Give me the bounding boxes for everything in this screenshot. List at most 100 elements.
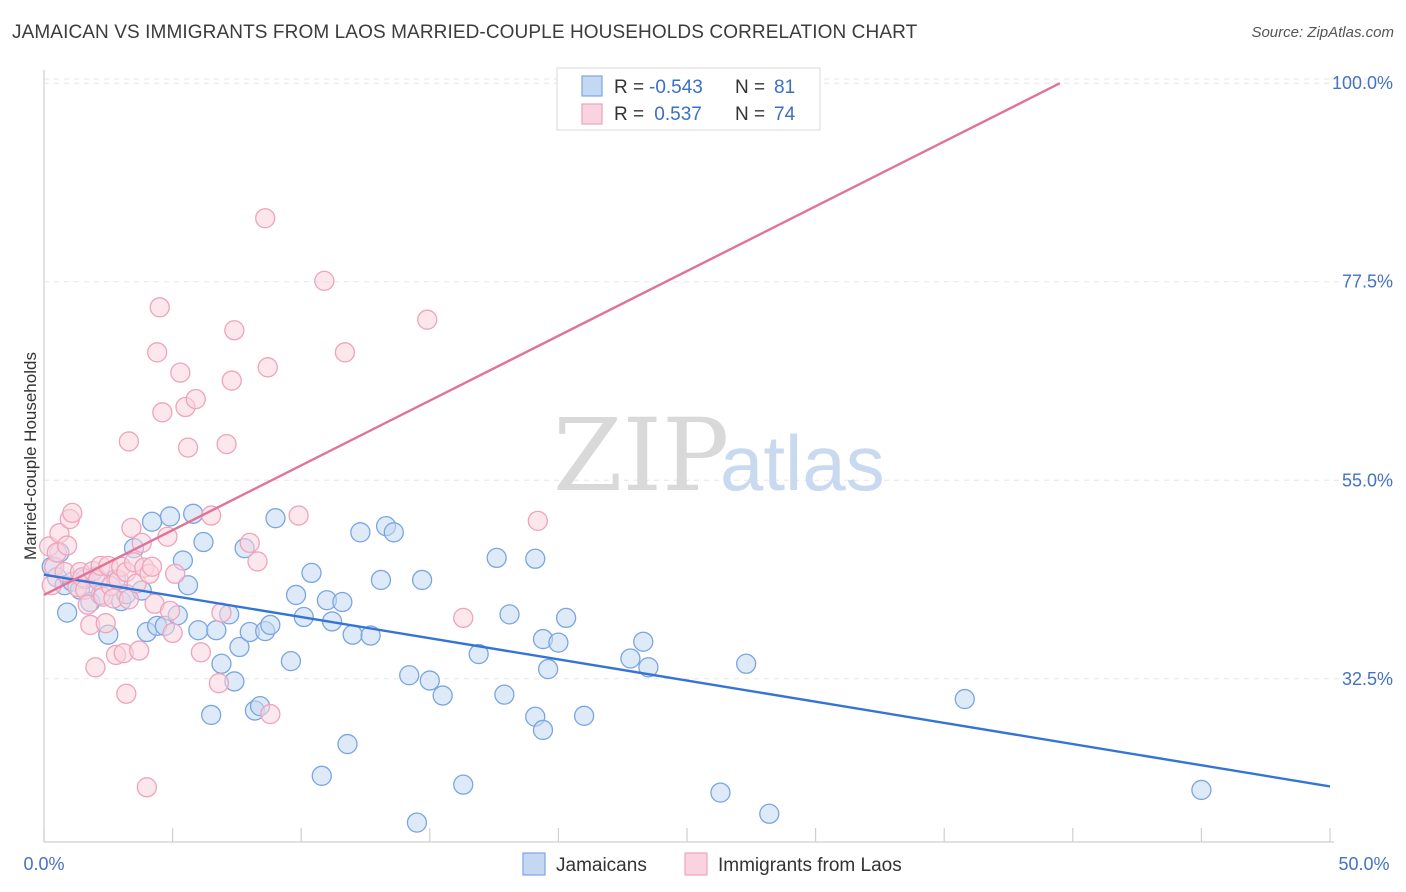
- jamaicans-point: [229, 636, 250, 658]
- laos-point: [208, 673, 230, 694]
- jamaicans-point: [383, 522, 404, 543]
- series-legend-swatch-jamaicans: [522, 852, 546, 876]
- laos-point: [159, 600, 181, 621]
- jamaicans-point: [573, 705, 595, 726]
- jamaicans-point: [710, 782, 731, 803]
- jamaicans-point: [201, 704, 222, 726]
- y-tick-label: 55.0%: [1342, 470, 1393, 490]
- y-tick-label: 32.5%: [1342, 669, 1393, 689]
- legend-r-value-2: 0.537: [649, 104, 702, 125]
- jamaicans-point: [486, 547, 507, 569]
- laos-point: [170, 362, 191, 383]
- jamaicans-point: [638, 657, 659, 678]
- jamaicans-point: [432, 685, 453, 706]
- laos-point: [147, 342, 168, 363]
- y-tick-labels: 32.5% 55.0% 77.5% 100.0%: [1332, 73, 1393, 689]
- jamaicans-point: [337, 733, 358, 755]
- jamaicans-point: [193, 531, 214, 553]
- jamaicans-point: [453, 774, 474, 795]
- jamaicans-point: [399, 665, 420, 686]
- jamaicans-point: [301, 562, 322, 584]
- jamaicans-point: [265, 508, 286, 529]
- series-legend-label-jamaicans: Jamaicans: [556, 855, 647, 876]
- stats-legend: R = -0.543 N = 81 R = 0.537 N = 74: [556, 67, 821, 131]
- laos-point: [177, 437, 199, 458]
- laos-point: [255, 208, 276, 229]
- jamaicans-point: [188, 620, 209, 641]
- jamaicans-point: [141, 511, 163, 532]
- legend-n-value-1: 81: [774, 77, 795, 98]
- jamaicans-point: [548, 632, 569, 653]
- source-attribution: Source: ZipAtlas.com: [1251, 24, 1394, 41]
- laos-point: [190, 642, 212, 663]
- laos-point: [257, 357, 278, 378]
- legend-swatch-jamaicans: [581, 75, 603, 97]
- legend-n-label-1: N =: [735, 77, 765, 98]
- watermark: ZIP atlas: [553, 397, 885, 514]
- laos-point: [129, 640, 150, 661]
- laos-point: [527, 510, 548, 531]
- laos-point: [136, 777, 158, 798]
- watermark-zip: ZIP: [553, 397, 729, 514]
- laos-point: [288, 505, 309, 526]
- legend-n-value-2: 74: [774, 104, 796, 125]
- jamaicans-points: [41, 503, 1212, 833]
- jamaicans-point: [411, 569, 433, 591]
- x-tick-label-min: 0.0%: [23, 854, 64, 874]
- laos-point: [121, 517, 142, 539]
- laos-point: [56, 535, 78, 556]
- jamaicans-point: [406, 812, 428, 833]
- series-legend-label-laos: Immigrants from Laos: [718, 855, 902, 876]
- jamaicans-point: [759, 803, 780, 824]
- legend-r-label-1: R =: [614, 77, 644, 98]
- gridlines: [44, 78, 1394, 680]
- laos-point: [221, 370, 242, 391]
- legend-r-label-2: R =: [614, 104, 644, 125]
- jamaicans-point: [350, 522, 371, 543]
- jamaicans-point: [419, 670, 440, 691]
- laos-points: [38, 73, 597, 798]
- laos-point: [224, 320, 245, 341]
- jamaicans-point: [468, 643, 489, 665]
- laos-point: [314, 270, 335, 292]
- legend-r-value-1: -0.543: [649, 77, 703, 98]
- laos-point: [201, 505, 222, 526]
- laos-point: [239, 532, 260, 554]
- jamaicans-point: [206, 620, 227, 641]
- y-tick-label: 77.5%: [1342, 272, 1393, 292]
- chart-title: JAMAICAN VS IMMIGRANTS FROM LAOS MARRIED…: [12, 22, 918, 43]
- legend-n-label-2: N =: [735, 104, 765, 125]
- jamaicans-point: [177, 575, 199, 596]
- jamaicans-point: [1191, 779, 1212, 801]
- x-tick-label-max: 50.0%: [1338, 854, 1389, 874]
- jamaicans-point: [532, 719, 554, 741]
- laos-point: [141, 556, 163, 577]
- laos-point: [417, 309, 438, 330]
- jamaicans-point: [311, 765, 332, 786]
- laos-point: [247, 551, 268, 572]
- jamaicans-point: [555, 607, 577, 629]
- laos-point: [95, 613, 116, 634]
- laos-trend-line: [43, 82, 1061, 597]
- jamaicans-point: [620, 648, 641, 669]
- watermark-atlas: atlas: [720, 419, 885, 507]
- jamaicans-point: [260, 614, 281, 636]
- jamaicans-point: [494, 684, 515, 705]
- jamaicans-point: [360, 625, 381, 646]
- jamaicans-point: [537, 658, 559, 680]
- y-tick-label: 100.0%: [1332, 73, 1393, 93]
- jamaicans-point: [332, 591, 353, 613]
- jamaicans-point: [499, 604, 520, 625]
- laos-point: [162, 622, 183, 644]
- laos-point: [216, 433, 237, 455]
- laos-point: [260, 703, 281, 725]
- laos-point: [165, 563, 186, 584]
- x-ticks: [43, 828, 1331, 842]
- laos-point: [116, 683, 137, 704]
- laos-point: [149, 297, 170, 318]
- jamaicans-point: [370, 569, 392, 591]
- laos-point: [152, 402, 173, 423]
- jamaicans-point: [285, 584, 307, 606]
- laos-point: [185, 388, 206, 410]
